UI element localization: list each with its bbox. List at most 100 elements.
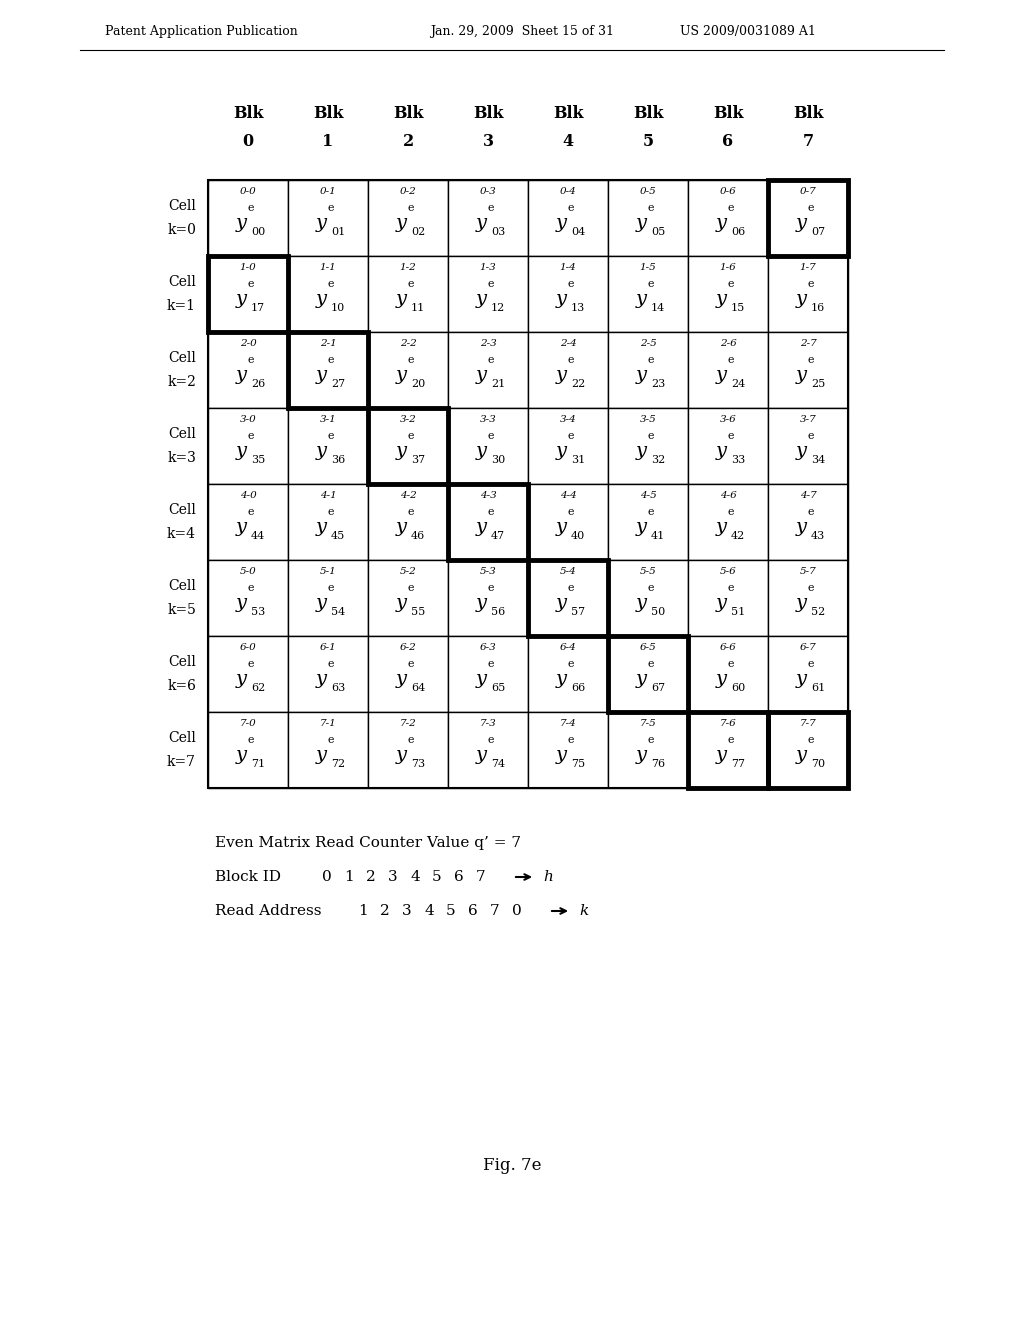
Text: Read Address: Read Address: [215, 904, 322, 917]
Text: Blk: Blk: [793, 106, 823, 123]
Text: y: y: [315, 366, 327, 384]
Text: 6-0: 6-0: [240, 644, 256, 652]
Text: y: y: [555, 214, 566, 232]
Text: 63: 63: [331, 682, 345, 693]
Text: e: e: [487, 583, 495, 593]
Text: 0-7: 0-7: [800, 187, 816, 197]
Text: 1: 1: [344, 870, 354, 884]
Text: 0-3: 0-3: [479, 187, 497, 197]
Text: y: y: [555, 366, 566, 384]
Text: e: e: [248, 279, 254, 289]
Bar: [768, 711, 848, 788]
Bar: [288, 636, 368, 711]
Text: 7-6: 7-6: [720, 719, 736, 729]
Text: 61: 61: [811, 682, 825, 693]
Text: 0: 0: [512, 904, 522, 917]
Text: 4-7: 4-7: [800, 491, 816, 500]
Text: e: e: [648, 203, 654, 213]
Text: 14: 14: [651, 304, 666, 313]
Text: e: e: [567, 432, 574, 441]
Bar: [688, 484, 768, 560]
Text: 3: 3: [482, 133, 494, 150]
Text: e: e: [408, 735, 415, 744]
Bar: [528, 408, 608, 484]
Bar: [208, 484, 288, 560]
Bar: [368, 256, 449, 333]
Text: Blk: Blk: [713, 106, 743, 123]
Text: 52: 52: [811, 607, 825, 616]
Text: y: y: [636, 214, 646, 232]
Text: 60: 60: [731, 682, 745, 693]
Bar: [768, 636, 848, 711]
Text: 7-2: 7-2: [399, 719, 417, 729]
Bar: [449, 333, 528, 408]
Text: y: y: [636, 290, 646, 308]
Text: 5: 5: [642, 133, 653, 150]
Text: 72: 72: [331, 759, 345, 770]
Text: Blk: Blk: [473, 106, 503, 123]
Text: y: y: [236, 366, 247, 384]
Text: e: e: [567, 279, 574, 289]
Text: Cell: Cell: [168, 655, 196, 669]
Text: 7-1: 7-1: [319, 719, 336, 729]
Text: y: y: [315, 442, 327, 459]
Text: k=2: k=2: [167, 375, 196, 389]
Text: e: e: [328, 735, 334, 744]
Text: 1-1: 1-1: [319, 264, 336, 272]
Text: 2-7: 2-7: [800, 339, 816, 348]
Bar: [528, 711, 608, 788]
Text: y: y: [315, 517, 327, 536]
Text: e: e: [728, 507, 734, 517]
Text: e: e: [487, 279, 495, 289]
Text: y: y: [395, 517, 407, 536]
Text: 5-3: 5-3: [479, 568, 497, 577]
Bar: [208, 408, 288, 484]
Text: 5: 5: [446, 904, 456, 917]
Text: 56: 56: [490, 607, 505, 616]
Text: 27: 27: [331, 379, 345, 389]
Text: y: y: [475, 290, 486, 308]
Bar: [528, 560, 608, 636]
Text: 55: 55: [411, 607, 425, 616]
Text: 66: 66: [570, 682, 585, 693]
Text: y: y: [236, 290, 247, 308]
Text: e: e: [487, 735, 495, 744]
Text: h: h: [543, 870, 553, 884]
Text: e: e: [567, 735, 574, 744]
Text: k=3: k=3: [167, 451, 196, 465]
Text: e: e: [648, 735, 654, 744]
Text: 3-2: 3-2: [399, 416, 417, 425]
Bar: [768, 180, 848, 256]
Text: 75: 75: [571, 759, 585, 770]
Text: 35: 35: [251, 455, 265, 465]
Text: 5-1: 5-1: [319, 568, 336, 577]
Text: e: e: [728, 203, 734, 213]
Text: 00: 00: [251, 227, 265, 238]
Text: 5-0: 5-0: [240, 568, 256, 577]
Text: 20: 20: [411, 379, 425, 389]
Text: 0-1: 0-1: [319, 187, 336, 197]
Text: 2-4: 2-4: [560, 339, 577, 348]
Bar: [608, 180, 688, 256]
Text: y: y: [796, 594, 807, 612]
Text: Even Matrix Read Counter Value q’ = 7: Even Matrix Read Counter Value q’ = 7: [215, 836, 521, 850]
Bar: [528, 256, 608, 333]
Text: 6-6: 6-6: [720, 644, 736, 652]
Text: 26: 26: [251, 379, 265, 389]
Text: y: y: [236, 594, 247, 612]
Text: 40: 40: [570, 531, 585, 541]
Text: y: y: [716, 671, 726, 688]
Text: 1-0: 1-0: [240, 264, 256, 272]
Bar: [449, 636, 528, 711]
Bar: [368, 560, 449, 636]
Text: e: e: [328, 507, 334, 517]
Text: k=4: k=4: [167, 527, 196, 541]
Text: y: y: [796, 442, 807, 459]
Text: e: e: [567, 659, 574, 669]
Bar: [449, 484, 528, 560]
Bar: [288, 333, 368, 408]
Text: e: e: [248, 355, 254, 366]
Text: k: k: [579, 904, 588, 917]
Text: 1-2: 1-2: [399, 264, 417, 272]
Text: y: y: [395, 746, 407, 764]
